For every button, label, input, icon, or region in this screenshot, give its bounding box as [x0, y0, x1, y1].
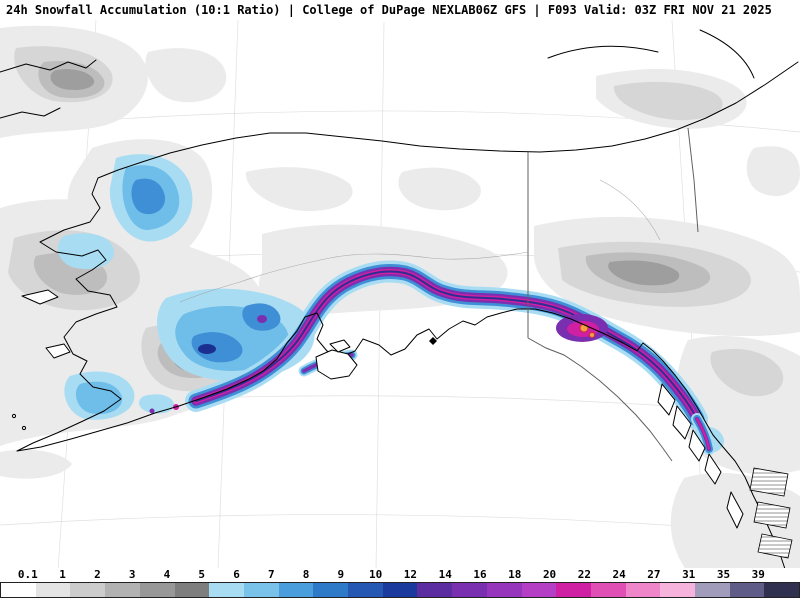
legend-tick-label: 27 — [647, 568, 661, 581]
legend-color-cell — [521, 583, 557, 597]
legend-color-cell — [660, 583, 696, 597]
title-bar: 24h Snowfall Accumulation (10:1 Ratio) |… — [0, 0, 800, 20]
legend-color-cell — [590, 583, 626, 597]
legend-color-cell — [729, 583, 765, 597]
legend-color-cell — [348, 583, 383, 597]
color-scale-legend: 0.1 1 2 3 4 5 6 7 8 9 10 12 14 16 18 20 22 24 27 31 35 39 — [0, 568, 800, 600]
coastline — [0, 29, 799, 570]
legend-tick-label: 8 — [302, 568, 310, 581]
legend-tick-label: 35 — [716, 568, 731, 581]
legend-color-cell — [313, 583, 349, 597]
legend-tick-label: 2 — [94, 568, 101, 581]
legend-color-cell — [417, 583, 453, 597]
legend-tick-label: 20 — [542, 568, 557, 581]
legend-tick-label: 9 — [337, 568, 345, 581]
legend-color-cell — [243, 583, 279, 597]
legend-tick-label: 16 — [473, 568, 487, 581]
legend-color-cell — [556, 583, 591, 597]
legend-color-cell — [625, 583, 661, 597]
legend-tick-label: 14 — [438, 568, 452, 581]
legend-tick-label: 39 — [751, 568, 765, 581]
map-area — [0, 20, 800, 571]
heavy-snow-band — [149, 260, 715, 455]
legend-color-cell — [486, 583, 522, 597]
legend-color-cell — [764, 583, 800, 597]
product-title: 24h Snowfall Accumulation (10:1 Ratio) |… — [6, 3, 476, 17]
legend-tick-label: 24 — [612, 568, 626, 581]
legend-color-cell — [70, 583, 106, 597]
legend-color-cell — [278, 583, 314, 597]
legend-tick-label: 12 — [403, 568, 418, 581]
borders — [179, 127, 699, 462]
legend-tick-label: 6 — [233, 568, 240, 581]
legend-tick-label: 31 — [682, 568, 696, 581]
snowfall-map — [0, 20, 800, 571]
legend-tick-label: 1 — [59, 568, 66, 581]
legend-tick-label: 0.1 — [17, 568, 38, 581]
legend-color-cell — [209, 583, 244, 597]
legend-color-cell — [174, 583, 210, 597]
legend-color-cell — [105, 583, 140, 597]
legend-color-cell — [382, 583, 418, 597]
legend-tick-label: 5 — [198, 568, 206, 581]
legend-color-cell — [695, 583, 730, 597]
station-marker — [429, 337, 437, 345]
legend-tick-label: 18 — [508, 568, 522, 581]
legend-bar — [0, 582, 800, 598]
hatched-terrain — [749, 467, 793, 559]
legend-color-cell — [139, 583, 175, 597]
legend-tick-label: 7 — [267, 568, 275, 581]
legend-tick-label: 3 — [128, 568, 136, 581]
legend-tick-label: 22 — [577, 568, 591, 581]
legend-ticks: 0.1 1 2 3 4 5 6 7 8 9 10 12 14 16 18 20 22 24 27 31 35 39 — [0, 568, 800, 582]
legend-tick-label: 10 — [369, 568, 383, 581]
legend-color-cell — [1, 583, 36, 597]
legend-color-cell — [35, 583, 71, 597]
legend-tick-label: 4 — [163, 568, 171, 581]
legend-color-cell — [452, 583, 487, 597]
model-valid-time: 06Z GFS | F093 Valid: 03Z FRI NOV 21 202… — [475, 3, 772, 17]
